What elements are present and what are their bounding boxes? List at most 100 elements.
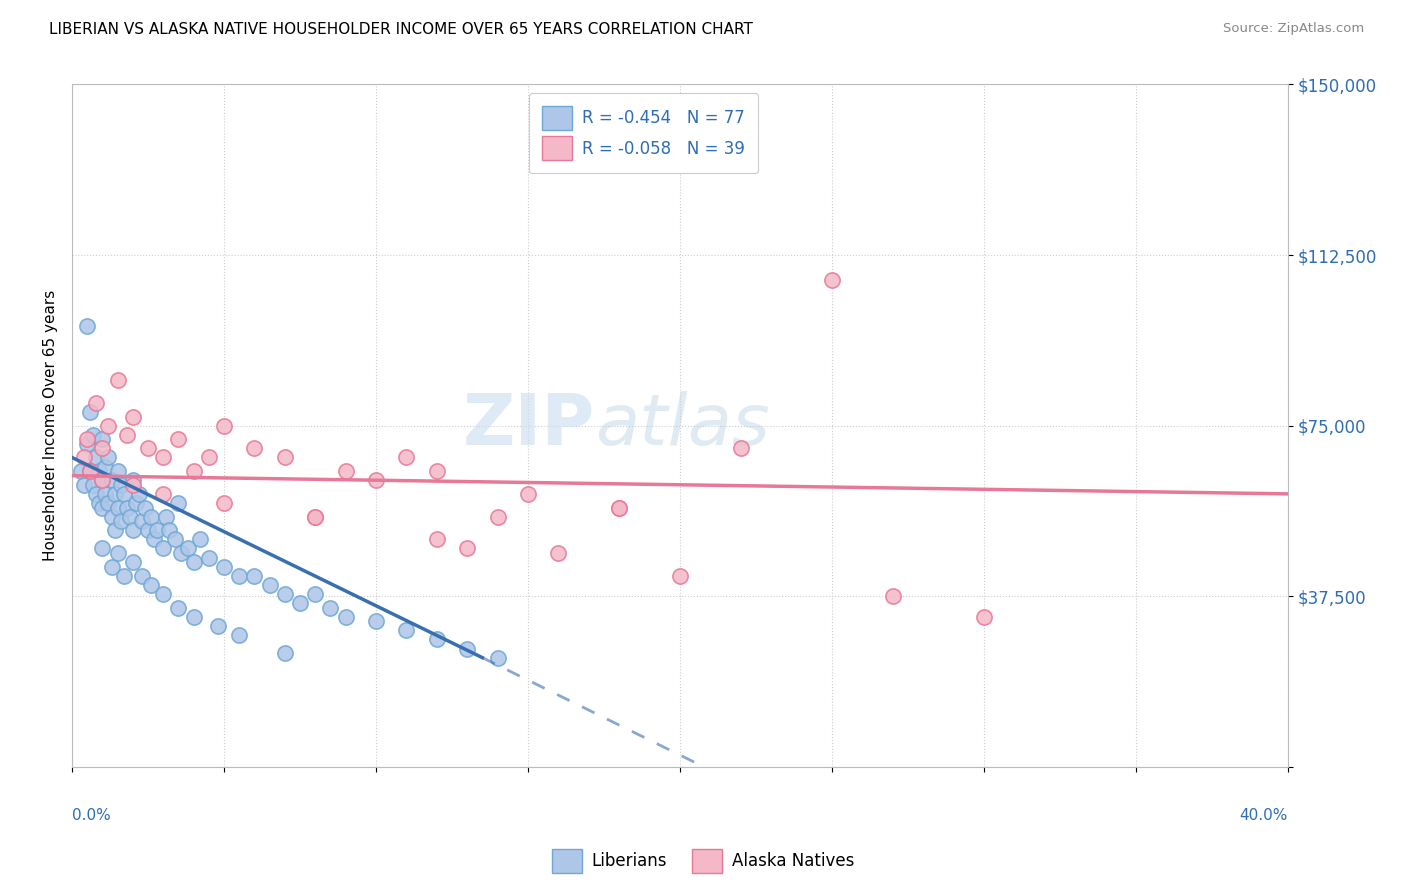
Point [197, 550, 219, 565]
Point [274, 646, 297, 660]
Point [146, 523, 169, 537]
Point [70, 464, 93, 478]
Point [76, 318, 98, 333]
Point [103, 487, 125, 501]
Point [426, 464, 449, 478]
Point [183, 609, 205, 624]
Point [79, 464, 101, 478]
Point [121, 555, 143, 569]
Point [547, 546, 569, 560]
Point [107, 464, 129, 478]
Point [335, 464, 357, 478]
Point [91, 541, 114, 556]
Point [304, 587, 326, 601]
Point [136, 442, 159, 456]
Point [79, 405, 101, 419]
Point [426, 632, 449, 647]
Point [486, 650, 509, 665]
Point [125, 496, 148, 510]
Point [73, 450, 96, 465]
Point [139, 578, 162, 592]
Point [669, 568, 692, 582]
Point [274, 450, 297, 465]
Point [134, 500, 156, 515]
Point [882, 589, 904, 603]
Point [100, 473, 122, 487]
Point [152, 450, 174, 465]
Point [115, 500, 138, 515]
Point [94, 459, 117, 474]
Point [228, 568, 250, 582]
Point [486, 509, 509, 524]
Point [139, 509, 162, 524]
Point [82, 427, 104, 442]
Point [79, 464, 101, 478]
Point [207, 619, 229, 633]
Text: Source: ZipAtlas.com: Source: ZipAtlas.com [1223, 22, 1364, 36]
Point [212, 559, 235, 574]
Point [212, 418, 235, 433]
Point [167, 432, 190, 446]
Point [197, 450, 219, 465]
Legend: Liberians, Alaska Natives: Liberians, Alaska Natives [546, 842, 860, 880]
Point [100, 559, 122, 574]
Y-axis label: Householder Income Over 65 years: Householder Income Over 65 years [44, 290, 58, 561]
Point [131, 514, 153, 528]
Point [97, 450, 120, 465]
Point [97, 418, 120, 433]
Point [152, 487, 174, 501]
Point [212, 496, 235, 510]
Point [89, 496, 111, 510]
Point [155, 509, 177, 524]
Point [73, 477, 96, 491]
Point [167, 496, 190, 510]
Point [516, 487, 538, 501]
Point [112, 487, 135, 501]
Point [183, 464, 205, 478]
Point [94, 487, 117, 501]
Point [76, 437, 98, 451]
Point [304, 509, 326, 524]
Text: 40.0%: 40.0% [1240, 808, 1288, 823]
Point [973, 609, 995, 624]
Point [91, 500, 114, 515]
Point [107, 373, 129, 387]
Point [121, 477, 143, 491]
Point [607, 500, 630, 515]
Point [121, 473, 143, 487]
Point [188, 533, 211, 547]
Point [456, 641, 478, 656]
Legend: R = -0.454   N = 77, R = -0.058   N = 39: R = -0.454 N = 77, R = -0.058 N = 39 [529, 93, 758, 173]
Point [100, 509, 122, 524]
Point [364, 614, 387, 628]
Point [91, 432, 114, 446]
Point [259, 578, 281, 592]
Point [426, 533, 449, 547]
Point [228, 628, 250, 642]
Point [167, 600, 190, 615]
Point [152, 587, 174, 601]
Point [110, 514, 132, 528]
Point [107, 500, 129, 515]
Point [288, 596, 311, 610]
Point [97, 496, 120, 510]
Point [730, 442, 752, 456]
Point [136, 523, 159, 537]
Point [364, 473, 387, 487]
Point [821, 273, 844, 287]
Point [89, 464, 111, 478]
Point [319, 600, 342, 615]
Text: 0.0%: 0.0% [72, 808, 111, 823]
Point [176, 541, 198, 556]
Point [170, 546, 193, 560]
Point [335, 609, 357, 624]
Point [607, 500, 630, 515]
Point [91, 473, 114, 487]
Point [86, 396, 108, 410]
Point [165, 533, 187, 547]
Point [243, 442, 266, 456]
Text: ZIP: ZIP [463, 391, 595, 460]
Point [143, 533, 166, 547]
Point [395, 624, 418, 638]
Point [103, 523, 125, 537]
